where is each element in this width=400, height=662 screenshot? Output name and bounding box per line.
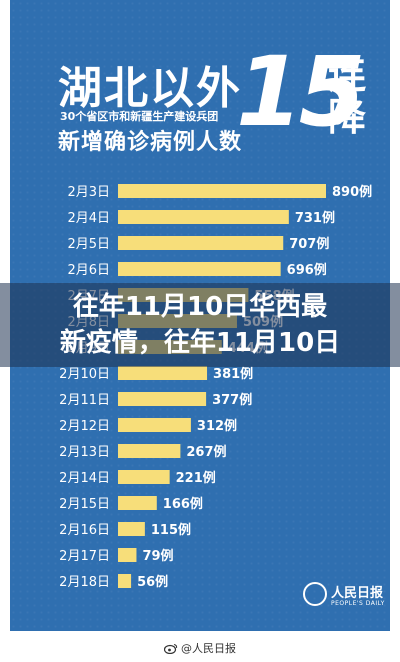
value-label: 890例: [332, 184, 372, 200]
big-number: 15: [236, 36, 366, 148]
poster-subtitle: 30个省区市和新疆生产建设兵团: [60, 110, 219, 123]
category-label: 2月17日: [59, 549, 110, 564]
value-label: 696例: [287, 262, 327, 278]
value-label: 731例: [295, 210, 335, 226]
value-label: 312例: [197, 418, 237, 434]
category-label: 2月16日: [59, 523, 110, 538]
bar: [118, 522, 145, 536]
poster-title-line3: 新增确诊病例人数: [58, 130, 243, 155]
headline-line-2: 新疫情，往年11月10日: [59, 328, 341, 358]
category-label: 2月14日: [59, 471, 110, 486]
people-daily-logo-icon: [303, 582, 327, 606]
category-label: 2月4日: [67, 211, 110, 226]
watermark-english: PEOPLE'S DAILY: [331, 600, 385, 607]
bar: [118, 210, 289, 224]
value-label: 221例: [176, 470, 216, 486]
category-label: 2月13日: [59, 445, 110, 460]
bar: [118, 418, 191, 432]
category-label: 2月10日: [59, 367, 110, 382]
category-label: 2月6日: [67, 263, 110, 278]
value-label: 377例: [212, 392, 252, 408]
category-label: 2月5日: [67, 237, 110, 252]
bar: [118, 262, 281, 276]
bar: [118, 236, 284, 250]
footer-source: @人民日报: [0, 636, 400, 662]
watermark-name: 人民日报: [331, 586, 384, 601]
value-label: 707例: [289, 236, 329, 252]
poster-title: 湖北以外: [58, 63, 242, 114]
value-label: 79例: [142, 548, 173, 564]
big-suffix-1: 连: [328, 53, 367, 97]
category-label: 2月3日: [67, 185, 110, 200]
big-suffix: 连 降: [328, 54, 368, 138]
category-label: 2月15日: [59, 497, 110, 512]
headline-line-1: 往年11月10日华西最: [72, 292, 328, 322]
bar: [118, 184, 326, 198]
weibo-icon: [164, 644, 178, 654]
bar: [118, 574, 132, 588]
bar: [118, 496, 157, 510]
value-label: 267例: [186, 444, 226, 460]
bar: [118, 470, 170, 484]
bar: [118, 548, 137, 562]
category-label: 2月11日: [59, 393, 110, 408]
category-label: 2月12日: [59, 419, 110, 434]
value-label: 56例: [137, 574, 168, 590]
category-label: 2月18日: [59, 575, 110, 590]
headline-overlay: 往年11月10日华西最 新疫情，往年11月10日: [0, 283, 400, 367]
bar: [118, 444, 181, 458]
bar: [118, 392, 207, 406]
footer-text: @人民日报: [181, 642, 236, 655]
value-label: 115例: [151, 522, 191, 538]
big-suffix-2: 降: [328, 95, 367, 139]
people-daily-watermark: 人民日报 PEOPLE'S DAILY: [303, 580, 390, 616]
value-label: 381例: [213, 366, 253, 382]
bar: [118, 366, 208, 380]
value-label: 166例: [163, 496, 203, 512]
